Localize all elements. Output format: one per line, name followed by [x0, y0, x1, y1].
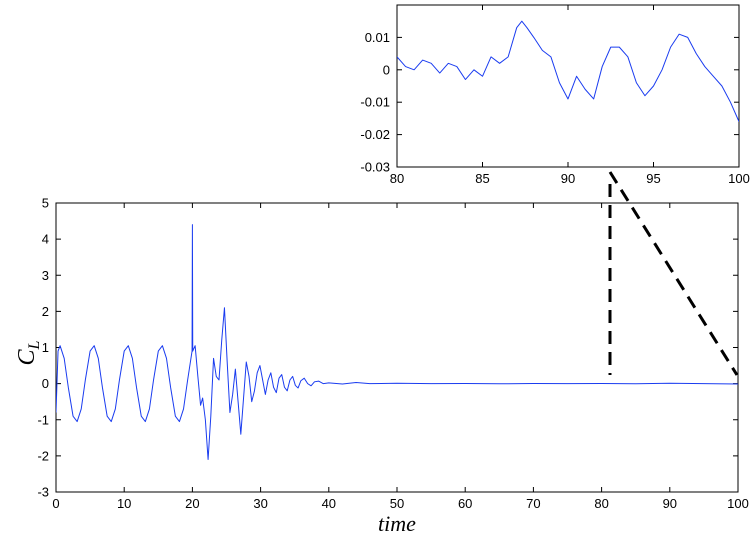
main-y-tick-label: 5	[42, 196, 49, 211]
main-y-tick-label: -1	[37, 412, 49, 427]
zoom-connector-right	[608, 171, 739, 376]
main-x-tick-label: 30	[253, 496, 267, 511]
inset-y-tick-label: -0.03	[360, 160, 390, 175]
main-x-tick-label: 50	[390, 496, 404, 511]
main-y-tick-label: -2	[37, 448, 49, 463]
inset-plot: 80 85 90 95 100 0.01 0 -0.01 -0.02 -0.03	[360, 4, 750, 186]
inset-y-tick-label: -0.01	[360, 95, 390, 110]
main-x-tick-label: 60	[458, 496, 472, 511]
main-x-axis-label: time	[378, 511, 416, 536]
main-x-tick-label: 100	[727, 496, 749, 511]
inset-y-tick-label: -0.02	[360, 127, 390, 142]
inset-plot-frame	[396, 4, 740, 168]
inset-x-tick-label: 100	[728, 171, 750, 186]
main-x-tick-label: 90	[663, 496, 677, 511]
main-series-line	[56, 224, 738, 460]
main-x-tick-label: 70	[526, 496, 540, 511]
main-x-tick-label: 40	[322, 496, 336, 511]
inset-x-tick-label: 90	[561, 171, 575, 186]
main-plot-frame	[55, 202, 739, 493]
main-x-tick-label: 0	[52, 496, 59, 511]
inset-x-tick-label: 80	[390, 171, 404, 186]
main-y-tick-label: 2	[42, 304, 49, 319]
main-y-tick-label: 4	[42, 232, 49, 247]
main-y-tick-label: -3	[37, 485, 49, 500]
main-x-ticks: 0 10 20 30 40 50 60 70 80 90 100	[52, 203, 749, 511]
main-y-tick-label: 1	[42, 340, 49, 355]
main-y-ticks: -3 -2 -1 0 1 2 3 4 5	[37, 196, 738, 500]
main-y-axis-label: CL	[14, 340, 43, 365]
inset-y-tick-label: 0.01	[365, 30, 390, 45]
main-y-tick-label: 3	[42, 268, 49, 283]
inset-x-tick-label: 85	[475, 171, 489, 186]
main-x-tick-label: 20	[185, 496, 199, 511]
main-y-tick-label: 0	[42, 376, 49, 391]
inset-x-tick-label: 95	[646, 171, 660, 186]
main-x-tick-label: 80	[594, 496, 608, 511]
main-x-tick-label: 10	[117, 496, 131, 511]
inset-y-tick-label: 0	[383, 62, 390, 77]
inset-y-ticks: 0.01 0 -0.01 -0.02 -0.03	[360, 30, 739, 175]
inset-series-line	[397, 20, 739, 122]
main-plot: 0 10 20 30 40 50 60 70 80 90 100 -3 -2 -1 0 1 2 3 4 5 time…	[14, 196, 749, 537]
inset-x-ticks: 80 85 90 95 100	[390, 5, 750, 186]
zoom-connector	[608, 171, 739, 376]
